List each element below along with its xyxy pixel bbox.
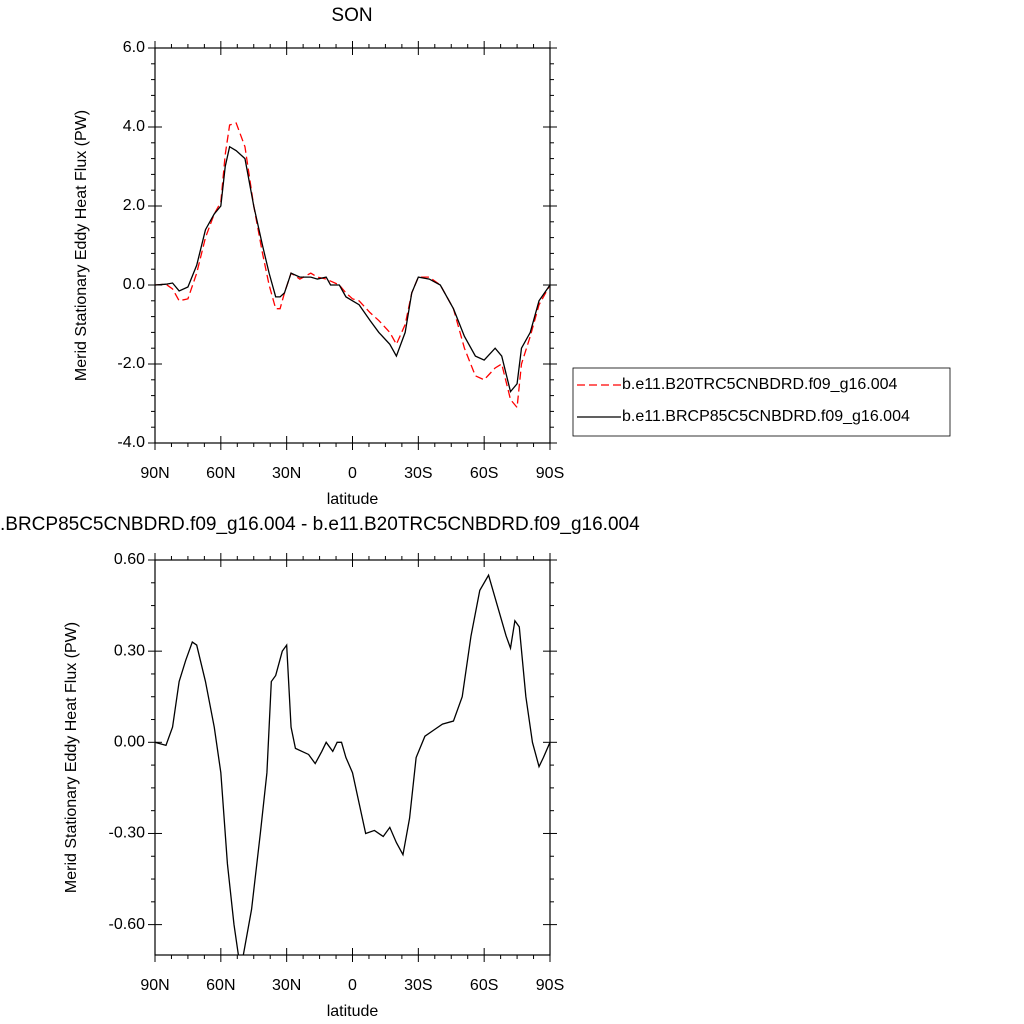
x-tick-label: 30S (404, 465, 432, 482)
x-tick-label: 90S (536, 977, 564, 994)
y-tick-label: 0.30 (114, 642, 145, 659)
chart-title: SON (331, 5, 372, 26)
y-axis-label: Merid Stationary Eddy Heat Flux (PW) (63, 622, 80, 893)
x-tick-label: 60N (206, 977, 235, 994)
x-tick-label: 60S (470, 977, 498, 994)
data-line (155, 122, 550, 410)
x-tick-label: 90N (140, 465, 169, 482)
data-line (155, 573, 550, 955)
legend-label: b.e11.B20TRC5CNBDRD.f09_g16.004 (622, 376, 898, 393)
legend-box (572, 367, 951, 437)
x-tick-label: 30S (404, 977, 432, 994)
plot-frame (154, 559, 551, 956)
y-tick-label: -0.60 (109, 916, 146, 933)
x-tick-label: 90S (536, 465, 564, 482)
y-axis-label: Merid Stationary Eddy Heat Flux (PW) (73, 110, 90, 381)
y-tick-label: 0.00 (114, 734, 145, 751)
plot-frame (154, 47, 551, 444)
y-tick-label: -2.0 (117, 355, 145, 372)
x-tick-label: 30N (272, 465, 301, 482)
y-tick-label: 0.60 (114, 551, 145, 568)
x-axis-label: latitude (327, 1003, 379, 1020)
chart-title: .BRCP85C5CNBDRD.f09_g16.004 - b.e11.B20T… (0, 514, 640, 535)
x-axis-label: latitude (327, 491, 379, 508)
y-tick-label: 4.0 (123, 118, 145, 135)
data-line (155, 145, 550, 394)
x-tick-label: 0 (348, 465, 357, 482)
x-tick-label: 30N (272, 977, 301, 994)
y-tick-label: 0.0 (123, 276, 145, 293)
x-tick-label: 0 (348, 977, 357, 994)
x-tick-label: 90N (140, 977, 169, 994)
y-tick-label: -4.0 (117, 434, 145, 451)
x-tick-label: 60S (470, 465, 498, 482)
y-tick-label: -0.30 (109, 825, 146, 842)
y-tick-label: 2.0 (123, 197, 145, 214)
y-tick-label: 6.0 (123, 39, 145, 56)
x-tick-label: 60N (206, 465, 235, 482)
legend-label: b.e11.BRCP85C5CNBDRD.f09_g16.004 (622, 408, 910, 425)
